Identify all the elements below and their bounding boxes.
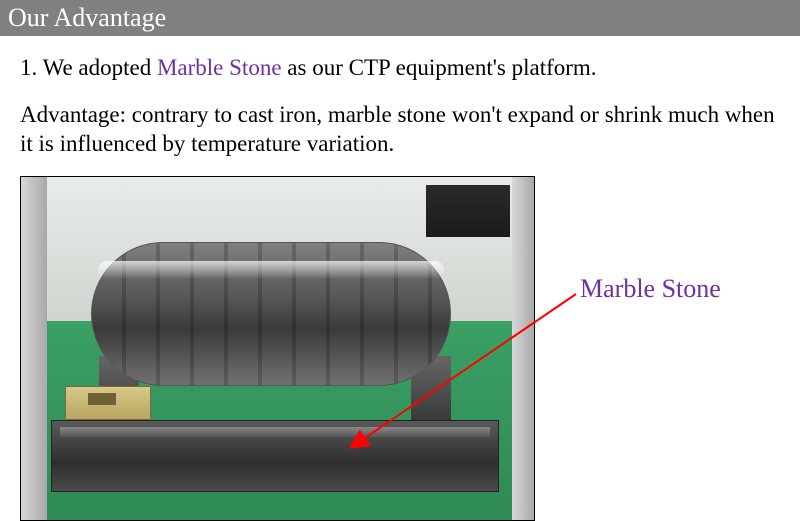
paragraph-2: Advantage: contrary to cast iron, marble… (20, 101, 780, 159)
p1-suffix: as our CTP equipment's platform. (282, 55, 597, 80)
p1-highlight: Marble Stone (157, 55, 282, 80)
marble-base-slab (51, 420, 499, 492)
section-title: Our Advantage (8, 3, 166, 32)
content-area: 1. We adopted Marble Stone as our CTP eq… (0, 36, 800, 521)
section-header: Our Advantage (0, 0, 800, 36)
cylinder-drum (91, 242, 451, 386)
photo-frame-right (512, 177, 534, 520)
equipment-photo (20, 176, 535, 521)
figure: Marble Stone (20, 176, 780, 521)
photo-dark-panel (426, 185, 510, 237)
p1-prefix: 1. We adopted (20, 55, 157, 80)
paragraph-1: 1. We adopted Marble Stone as our CTP eq… (20, 54, 780, 83)
callout-label: Marble Stone (580, 274, 721, 304)
photo-frame-left (21, 177, 47, 520)
brass-pad (65, 386, 151, 420)
